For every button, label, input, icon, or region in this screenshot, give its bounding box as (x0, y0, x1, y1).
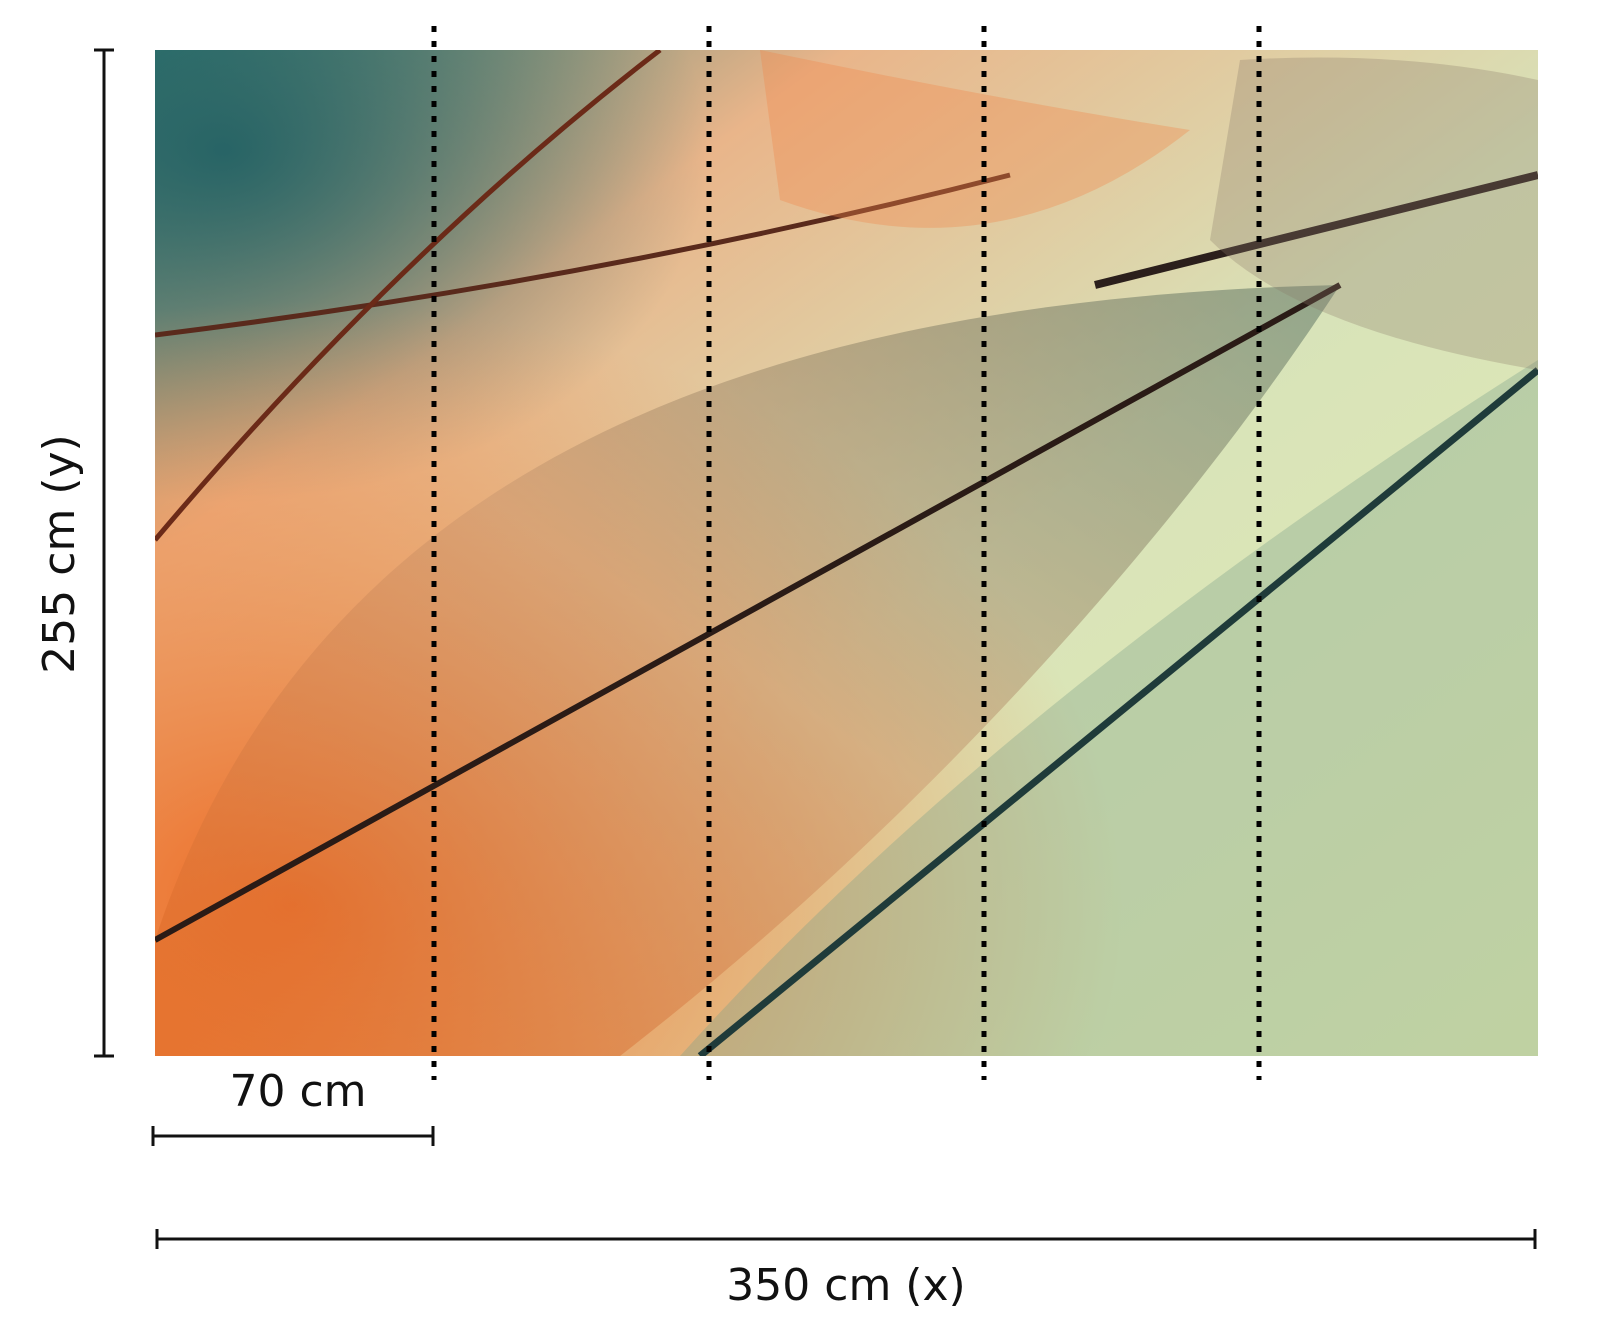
height-label: 255 cm (y) (34, 434, 85, 673)
width-measure (155, 1229, 1537, 1249)
leaf-photo (155, 50, 1538, 1056)
panel-seams (431, 26, 1262, 1080)
panel-width-label: 70 cm (229, 1066, 366, 1117)
width-label: 350 cm (x) (726, 1260, 965, 1311)
panel-width-measure (151, 1126, 435, 1146)
height-measure (94, 48, 114, 1058)
